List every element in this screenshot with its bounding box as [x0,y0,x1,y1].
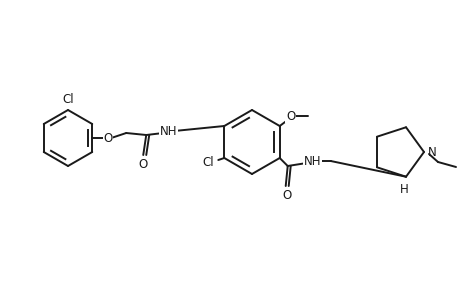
Text: O: O [285,110,295,122]
Text: NH: NH [159,124,177,137]
Text: Cl: Cl [62,93,73,106]
Text: Cl: Cl [202,155,214,169]
Text: H: H [399,183,408,196]
Text: N: N [427,146,436,158]
Text: O: O [138,158,147,171]
Text: O: O [281,189,291,202]
Text: O: O [103,131,112,145]
Text: NH: NH [303,154,321,167]
